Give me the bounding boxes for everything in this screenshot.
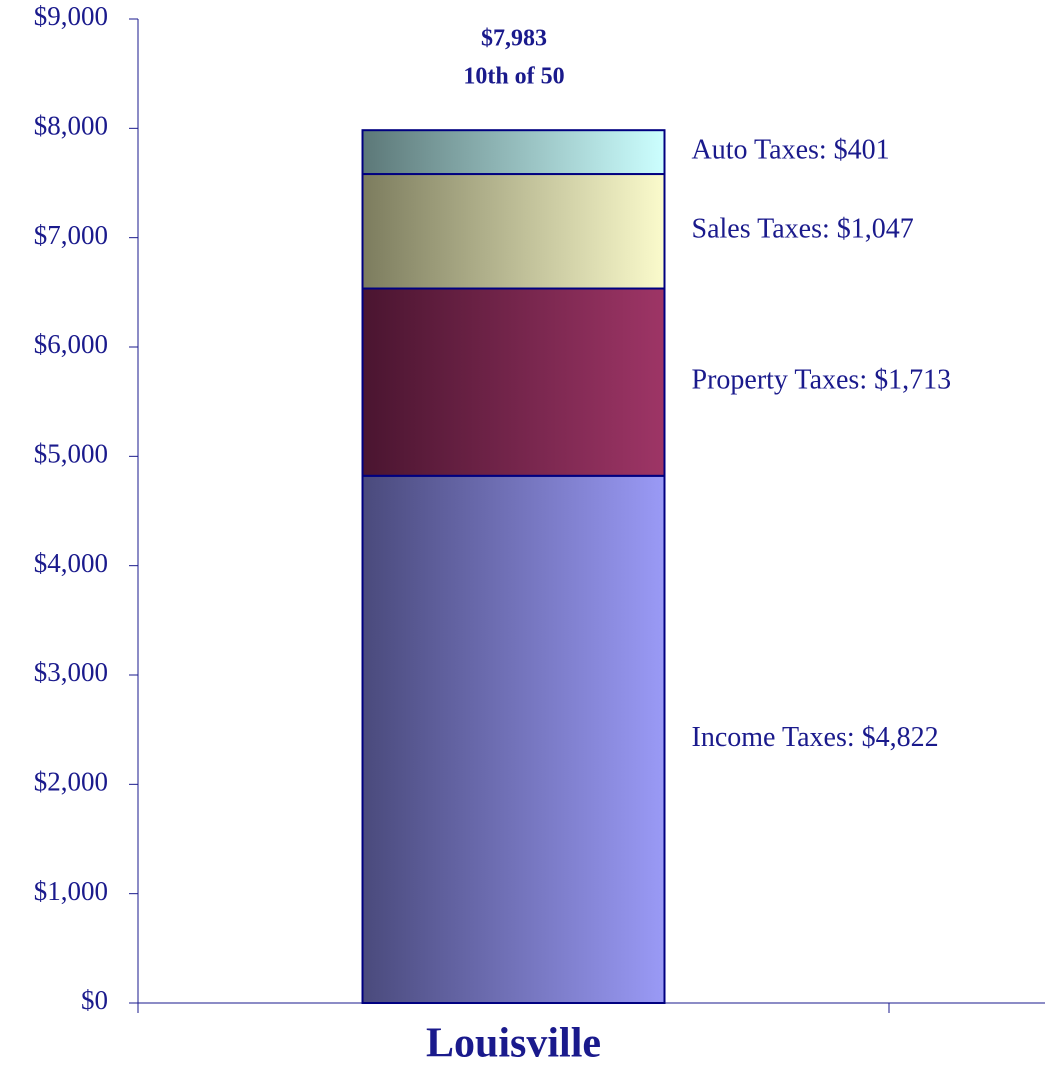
y-tick-label: $2,000	[34, 767, 108, 797]
y-tick-label: $7,000	[34, 220, 108, 250]
bar-segment	[361, 129, 666, 176]
bar-segment	[361, 173, 666, 290]
data-label: Income Taxes: $4,822	[692, 722, 939, 753]
data-label: Sales Taxes: $1,047	[692, 214, 914, 245]
y-tick-label: $1,000	[34, 876, 108, 906]
data-label: Property Taxes: $1,713	[692, 365, 952, 396]
y-tick-label: $3,000	[34, 657, 108, 687]
total-annotation: $7,983	[481, 26, 547, 52]
bar-segment	[361, 287, 666, 477]
bar-segment	[361, 474, 666, 1004]
y-tick-label: $6,000	[34, 329, 108, 359]
x-tick-label: Louisville	[426, 1021, 601, 1065]
y-tick-label: $9,000	[34, 1, 108, 31]
y-tick-label: $5,000	[34, 439, 108, 469]
y-tick-label: $0	[81, 985, 108, 1015]
rank-annotation: 10th of 50	[463, 64, 564, 90]
y-tick-label: $8,000	[34, 111, 108, 141]
data-label: Auto Taxes: $401	[692, 135, 890, 166]
y-tick-label: $4,000	[34, 548, 108, 578]
